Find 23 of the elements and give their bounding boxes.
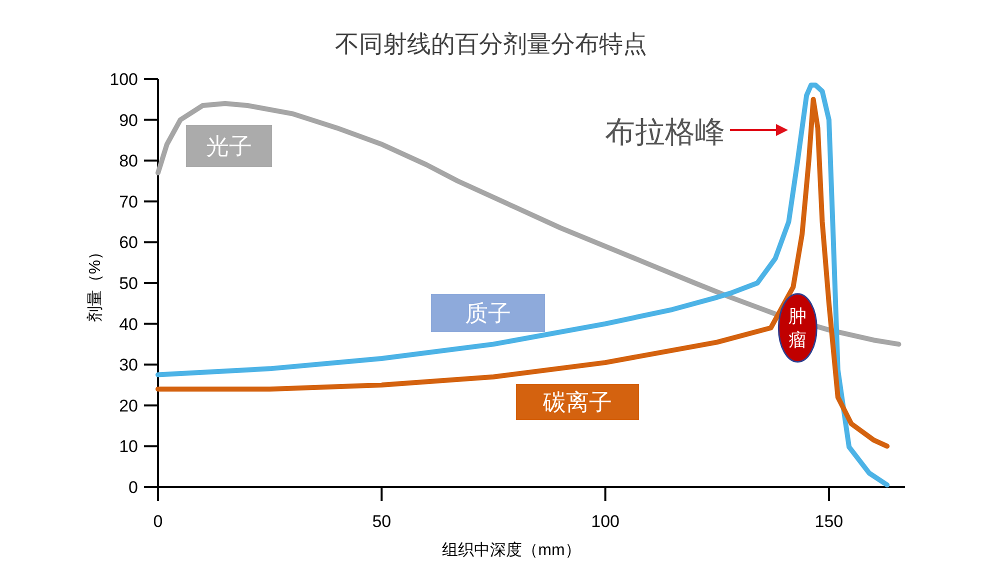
y-tick-label: 50 <box>119 274 138 293</box>
y-tick-label: 100 <box>110 70 138 89</box>
x-tick-label: 0 <box>153 512 163 531</box>
chart-title: 不同射线的百分剂量分布特点 <box>335 31 647 58</box>
series-label: 碳离子 <box>542 389 612 415</box>
y-tick-label: 80 <box>119 152 138 171</box>
annotation: 肿瘤 <box>788 306 807 350</box>
x-tick-label: 100 <box>591 512 620 531</box>
y-axis-title: 剂量（%） <box>86 244 104 322</box>
y-tick-label: 20 <box>119 396 138 416</box>
series-label: 质子 <box>465 300 511 326</box>
y-tick-label: 60 <box>119 233 138 252</box>
series-label: 光子 <box>206 133 252 159</box>
x-tick-label: 150 <box>814 512 844 531</box>
y-tick-label: 40 <box>119 314 138 334</box>
y-tick-label: 70 <box>119 192 138 212</box>
x-axis-title: 组织中深度（mm） <box>442 541 581 559</box>
x-tick-label: 50 <box>372 512 392 531</box>
annotation: 布拉格峰 <box>605 115 725 150</box>
y-tick-label: 10 <box>119 437 138 456</box>
y-tick-label: 90 <box>119 110 138 130</box>
y-tick-label: 30 <box>119 356 138 375</box>
y-tick-label: 0 <box>128 478 138 497</box>
